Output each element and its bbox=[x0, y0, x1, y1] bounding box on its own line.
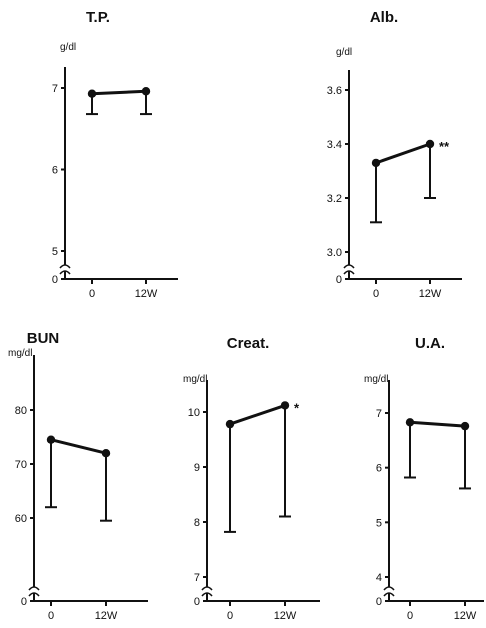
chart-panel: Alb. g/dl 0 3.0 3.2 3.4 3.6 0 12W ** bbox=[327, 9, 462, 300]
y-tick-label: 0 bbox=[21, 596, 27, 608]
data-point bbox=[141, 87, 151, 96]
axis-break-mark bbox=[28, 586, 40, 591]
axis-break-mark bbox=[383, 586, 395, 591]
series-line bbox=[49, 438, 108, 455]
chart-title: BUN bbox=[27, 330, 60, 347]
x-tick-label: 0 bbox=[89, 288, 95, 300]
y-tick-label: 7 bbox=[52, 83, 58, 95]
y-tick-label: 8 bbox=[194, 517, 200, 529]
data-point bbox=[46, 435, 56, 444]
x-tick-label: 12W bbox=[454, 610, 477, 622]
x-tick-label: 12W bbox=[135, 288, 158, 300]
significance-marker: ** bbox=[439, 139, 450, 154]
y-tick-label: 3.6 bbox=[327, 85, 342, 97]
data-point bbox=[87, 89, 97, 98]
y-tick-label: 60 bbox=[15, 513, 27, 525]
y-tick-label: 7 bbox=[194, 572, 200, 584]
y-tick-label: 10 bbox=[188, 407, 200, 419]
y-unit-label: mg/dl bbox=[364, 374, 388, 385]
x-tick-label: 12W bbox=[274, 610, 297, 622]
y-unit-label: g/dl bbox=[60, 42, 76, 53]
y-tick-label: 9 bbox=[194, 462, 200, 474]
data-point bbox=[425, 139, 435, 149]
data-point bbox=[371, 158, 381, 168]
x-tick-label: 12W bbox=[95, 610, 118, 622]
y-tick-label: 5 bbox=[52, 246, 58, 258]
y-tick-label: 0 bbox=[376, 596, 382, 608]
y-tick-label: 6 bbox=[52, 165, 58, 177]
significance-marker: * bbox=[294, 400, 300, 415]
y-unit-label: mg/dl bbox=[8, 348, 32, 359]
x-tick-label: 12W bbox=[419, 288, 442, 300]
axis-break-mark bbox=[59, 270, 71, 275]
chart-title: Alb. bbox=[370, 9, 398, 26]
y-tick-label: 7 bbox=[376, 408, 382, 420]
series-line bbox=[408, 420, 467, 428]
data-point bbox=[460, 421, 470, 431]
axis-break-mark bbox=[343, 270, 355, 275]
y-tick-label: 3.0 bbox=[327, 247, 342, 259]
y-tick-label: 0 bbox=[52, 274, 58, 286]
y-unit-label: mg/dl bbox=[183, 374, 207, 385]
axis-break-mark bbox=[383, 592, 395, 597]
axis-break-mark bbox=[343, 264, 355, 269]
chart-panel: U.A. mg/dl 0 4 5 6 7 0 12W bbox=[364, 335, 484, 622]
x-tick-label: 0 bbox=[373, 288, 379, 300]
data-point bbox=[280, 401, 290, 410]
axis-break-mark bbox=[201, 592, 213, 597]
y-tick-label: 3.4 bbox=[327, 139, 342, 151]
x-tick-label: 0 bbox=[407, 610, 413, 622]
y-tick-label: 70 bbox=[15, 459, 27, 471]
y-tick-label: 80 bbox=[15, 405, 27, 417]
series-line bbox=[90, 89, 148, 96]
y-tick-label: 0 bbox=[194, 596, 200, 608]
y-tick-label: 4 bbox=[376, 572, 382, 584]
chart-title: Creat. bbox=[227, 335, 270, 352]
data-point bbox=[405, 418, 415, 427]
series-line bbox=[374, 142, 432, 165]
series-line bbox=[228, 403, 287, 426]
chart-panel: T.P. g/dl 0 5 6 7 0 12W bbox=[52, 9, 178, 300]
chart-panel: Creat. mg/dl 0 7 8 9 10 0 12W * bbox=[183, 335, 320, 622]
x-tick-label: 0 bbox=[227, 610, 233, 622]
data-point bbox=[101, 449, 111, 458]
chart-title: U.A. bbox=[415, 335, 445, 352]
y-tick-label: 5 bbox=[376, 517, 382, 529]
axis-break-mark bbox=[59, 264, 71, 269]
y-unit-label: g/dl bbox=[336, 47, 352, 58]
y-tick-label: 6 bbox=[376, 463, 382, 475]
x-tick-label: 0 bbox=[48, 610, 54, 622]
y-tick-label: 3.2 bbox=[327, 193, 342, 205]
data-point bbox=[225, 419, 235, 429]
axis-break-mark bbox=[28, 592, 40, 597]
chart-title: T.P. bbox=[86, 9, 110, 26]
y-tick-label: 0 bbox=[336, 274, 342, 286]
axis-break-mark bbox=[201, 586, 213, 591]
